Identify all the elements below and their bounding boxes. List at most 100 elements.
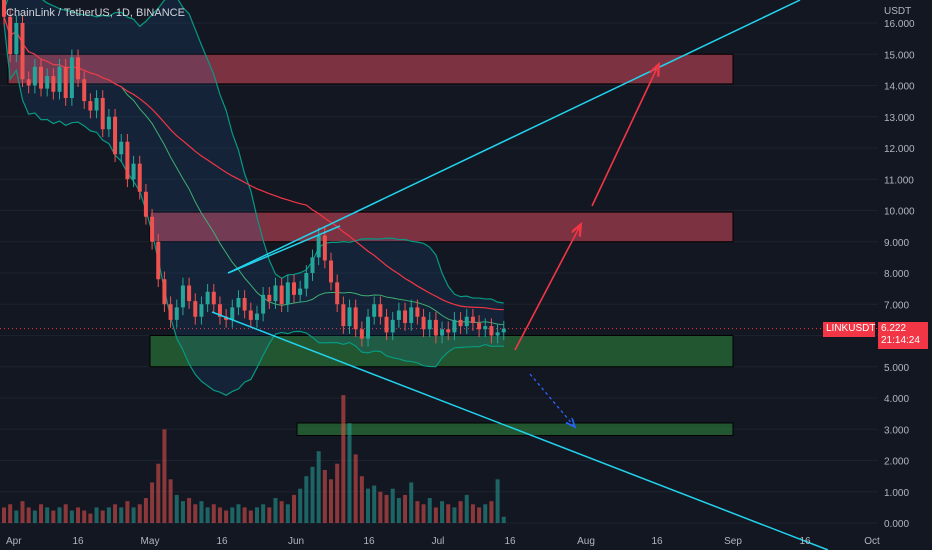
- price-zones: [7, 53, 734, 436]
- upper-trend-line-start[interactable]: [227, 225, 341, 274]
- volume-bar: [285, 504, 290, 523]
- candle-body: [477, 323, 482, 330]
- volume-bar: [378, 491, 383, 523]
- volume-bar: [341, 395, 346, 523]
- volume-bar: [88, 513, 93, 523]
- price-badge-symbol: LINKUSDT: [826, 323, 875, 335]
- volume-bar: [372, 485, 377, 523]
- volume-bar: [76, 507, 81, 523]
- candle-body: [285, 282, 290, 305]
- price-badge-ticker: LINKUSDT: [826, 323, 876, 334]
- x-tick-label: 16: [216, 536, 228, 547]
- volume-bar: [421, 504, 426, 523]
- y-tick-label: 11.000: [884, 175, 914, 186]
- volume-bar: [316, 451, 321, 523]
- candle-body: [143, 191, 148, 217]
- candle-body: [45, 76, 50, 89]
- x-tick-label: Sep: [724, 536, 742, 547]
- volume-bar: [20, 501, 25, 523]
- candle-body: [51, 76, 56, 92]
- projection-arrow-1[interactable]: [514, 226, 580, 351]
- candle-body: [489, 326, 494, 336]
- y-tick-label: 10.000: [884, 207, 915, 218]
- volume-bar: [464, 494, 469, 523]
- candle-body: [353, 307, 358, 330]
- candle-body: [341, 304, 346, 327]
- y-tick-label: 12.000: [884, 144, 915, 155]
- candle-body: [137, 163, 142, 192]
- x-tick-label: Jun: [288, 536, 304, 547]
- candle-body: [211, 291, 216, 305]
- candle-body: [403, 310, 408, 323]
- volume-bar: [94, 507, 99, 523]
- volume-bar: [335, 463, 340, 523]
- support-zone: [149, 335, 734, 368]
- volume-bar: [63, 504, 68, 523]
- candle-body: [32, 66, 37, 86]
- volume-bar: [131, 507, 136, 523]
- candle-body: [193, 301, 198, 317]
- y-tick-label: 15.000: [884, 50, 915, 61]
- volume-bar: [409, 482, 414, 523]
- volume-bar: [261, 504, 266, 523]
- volume-bar: [470, 504, 475, 523]
- x-tick-label: 16: [363, 536, 375, 547]
- last-price-badge: LINKUSDT: [823, 322, 875, 337]
- candle-body: [100, 98, 105, 130]
- x-tick-label: 16: [799, 536, 811, 547]
- volume-bar: [279, 501, 284, 523]
- time-axis[interactable]: Apr 16 May 16 Jun 16 Jul 16 Aug 16 Sep 16 Oct: [6, 536, 880, 547]
- volume-bar: [415, 501, 420, 523]
- volume-bar: [174, 494, 179, 523]
- candle-body: [458, 319, 463, 327]
- trend-lines[interactable]: [211, 0, 829, 550]
- lower-trend-line[interactable]: [211, 311, 829, 550]
- candle-body: [131, 163, 136, 180]
- volume-bar: [162, 429, 167, 523]
- candle-body: [347, 307, 352, 327]
- candle-body: [205, 291, 210, 305]
- volume-bar: [322, 469, 327, 523]
- volume-bar: [310, 466, 315, 523]
- volume-bar: [69, 510, 74, 523]
- candle-body: [501, 328, 506, 333]
- projection-arrow-2[interactable]: [591, 66, 658, 207]
- volume-bar: [489, 501, 494, 523]
- candle-body: [248, 310, 253, 320]
- candle-body: [254, 313, 259, 320]
- volume-bar: [45, 507, 50, 523]
- volume-bar: [396, 498, 401, 523]
- candle-body: [279, 285, 284, 305]
- candle-body: [378, 304, 383, 317]
- candle-body: [180, 285, 185, 308]
- volume-bar: [217, 507, 222, 523]
- moving-average: [3, 16, 504, 311]
- candle-body: [162, 279, 167, 305]
- volume-bar: [433, 507, 438, 523]
- candle-body: [57, 66, 62, 92]
- candle-body: [366, 316, 371, 339]
- candle-body: [427, 319, 432, 330]
- candle-body: [470, 316, 475, 323]
- candle-body: [322, 235, 327, 261]
- volume-bar: [495, 479, 500, 523]
- y-tick-label: 9.000: [884, 238, 909, 249]
- candle-body: [236, 298, 241, 308]
- candle-body: [125, 141, 130, 180]
- volume-bar: [193, 504, 198, 523]
- candle-body: [298, 288, 303, 295]
- candle-body: [359, 329, 364, 339]
- volume-bar: [180, 501, 185, 523]
- upper-trend-line[interactable]: [227, 0, 801, 274]
- candle-body: [113, 116, 118, 155]
- x-tick-label: Jul: [432, 536, 445, 547]
- volume-bar: [150, 482, 155, 523]
- y-tick-label: 0.000: [884, 519, 909, 530]
- dashed-projection-arrow[interactable]: [529, 373, 574, 426]
- candle-body: [433, 319, 438, 336]
- candle-body: [156, 241, 161, 280]
- volume-bar: [156, 463, 161, 523]
- volume-bar: [248, 510, 253, 523]
